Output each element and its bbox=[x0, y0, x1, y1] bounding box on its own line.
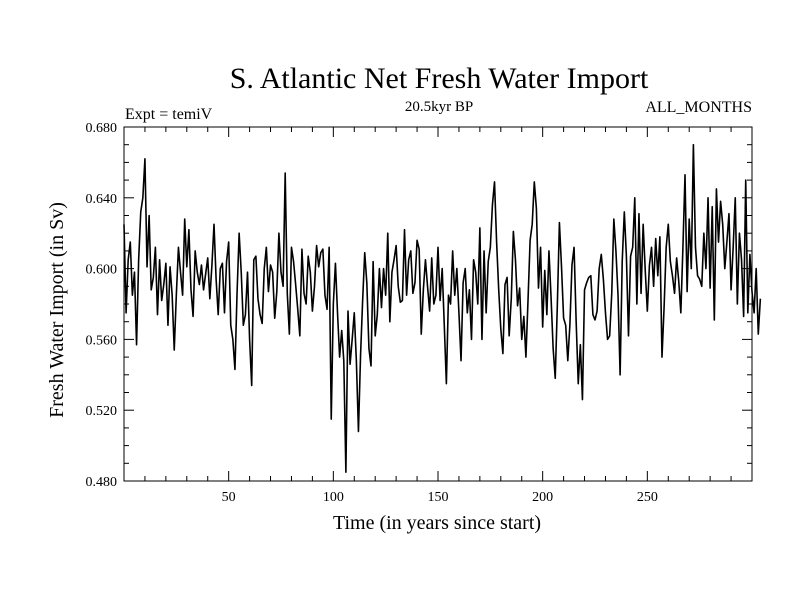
chart-subtitle: 20.5kyr BP bbox=[405, 99, 473, 115]
experiment-label: Expt = temiV bbox=[125, 106, 213, 123]
y-tick-label: 0.480 bbox=[86, 475, 118, 490]
chart-title: S. Atlantic Net Fresh Water Import bbox=[230, 62, 649, 95]
x-tick-label: 250 bbox=[637, 490, 658, 505]
x-tick-label: 50 bbox=[222, 490, 236, 505]
y-tick-label: 0.600 bbox=[86, 263, 118, 278]
axis-ticks bbox=[124, 127, 752, 481]
y-axis-label: Fresh Water Import (in Sv) bbox=[46, 202, 68, 418]
y-tick-label: 0.520 bbox=[86, 404, 118, 419]
months-label: ALL_MONTHS bbox=[645, 99, 752, 116]
x-tick-label: 200 bbox=[532, 490, 553, 505]
x-tick-label: 100 bbox=[323, 490, 344, 505]
y-tick-label: 0.680 bbox=[86, 121, 118, 136]
x-axis-label: Time (in years since start) bbox=[333, 512, 541, 534]
x-tick-label: 150 bbox=[428, 490, 449, 505]
plot-frame bbox=[123, 126, 753, 482]
series-line bbox=[123, 143, 762, 473]
y-tick-label: 0.560 bbox=[86, 333, 118, 348]
tick-labels: 50 100 150 200 250 0.480 0.520 0.560 0.600 0.640 0… bbox=[86, 121, 658, 505]
y-tick-label: 0.640 bbox=[86, 192, 118, 207]
